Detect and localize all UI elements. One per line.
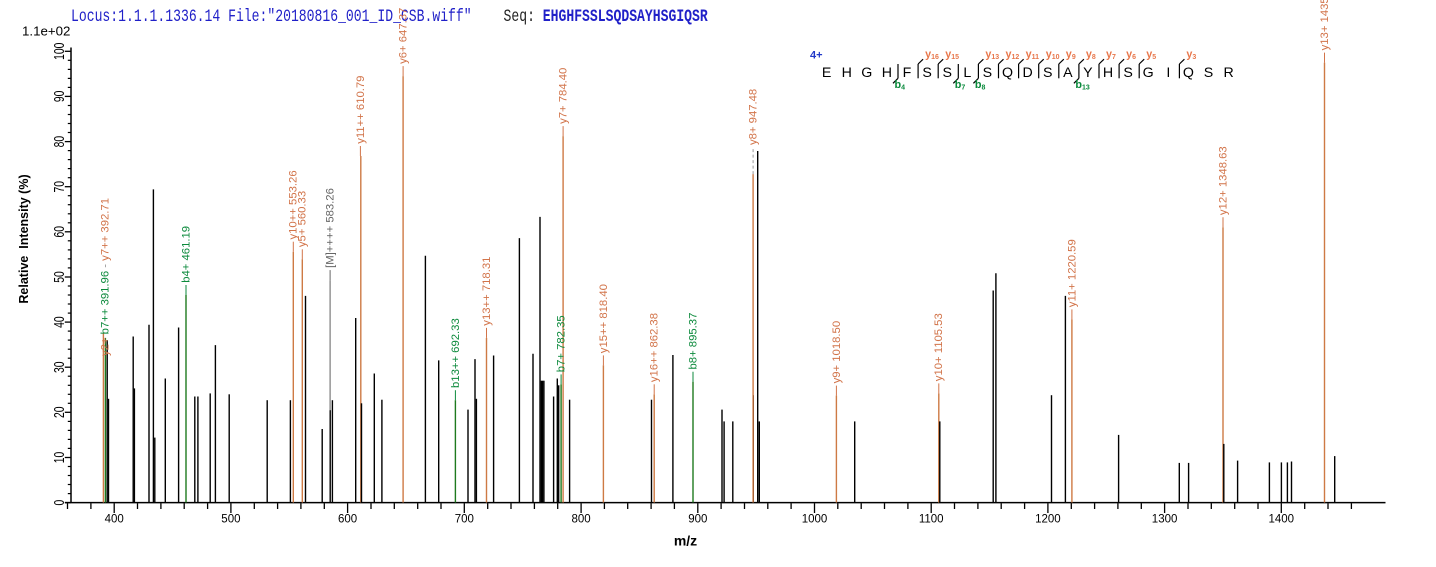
svg-text:D: D	[1022, 65, 1032, 81]
svg-text:F: F	[903, 65, 912, 81]
svg-text:H: H	[882, 65, 892, 81]
svg-text:y9: y9	[1066, 49, 1076, 62]
svg-text:y5+ 560.33: y5+ 560.33	[297, 191, 309, 247]
svg-text:800: 800	[572, 513, 591, 525]
svg-text:y3: y3	[1186, 49, 1196, 62]
svg-text:y12+ 1348.63: y12+ 1348.63	[1217, 146, 1229, 215]
svg-text:I: I	[1166, 65, 1170, 81]
svg-text:m/z: m/z	[674, 533, 697, 549]
svg-text:400: 400	[105, 513, 124, 525]
svg-text:1100: 1100	[919, 513, 944, 525]
svg-text:S: S	[1123, 65, 1132, 81]
svg-text:y10+ 1105.53: y10+ 1105.53	[933, 313, 945, 381]
svg-text:60: 60	[51, 226, 67, 238]
svg-text:S: S	[983, 65, 992, 81]
svg-text:H: H	[842, 65, 852, 81]
svg-text:b8: b8	[975, 79, 986, 92]
svg-text:0: 0	[51, 500, 67, 506]
svg-text:G: G	[1143, 65, 1154, 81]
svg-text:y11+ 1220.59: y11+ 1220.59	[1066, 239, 1078, 307]
svg-text:A: A	[1063, 65, 1073, 81]
svg-text:Seq: EHGHFSSLSQDSAYHSGIQSR: Seq: EHGHFSSLSQDSAYHSGIQSR	[504, 6, 709, 26]
svg-text:30: 30	[51, 361, 67, 373]
svg-text:G: G	[861, 65, 872, 81]
svg-text:b8+ 895.37: b8+ 895.37	[687, 313, 699, 370]
svg-text:S: S	[1043, 65, 1052, 81]
svg-text:y7: y7	[1106, 49, 1116, 62]
svg-text:700: 700	[455, 513, 474, 525]
svg-text:y2+ b7++ 391.96 - y7++ 392.71: y2+ b7++ 391.96 - y7++ 392.71	[100, 198, 112, 356]
svg-text:Q: Q	[1183, 65, 1194, 81]
svg-text:10: 10	[51, 452, 67, 464]
svg-text:E: E	[822, 65, 831, 81]
svg-text:1300: 1300	[1152, 513, 1178, 525]
svg-text:70: 70	[51, 181, 67, 193]
svg-text:y8: y8	[1086, 49, 1096, 62]
svg-text:S: S	[942, 65, 951, 81]
svg-text:90: 90	[51, 91, 67, 103]
svg-text:b7: b7	[955, 79, 966, 92]
svg-text:1000: 1000	[802, 513, 828, 525]
svg-text:600: 600	[338, 513, 357, 525]
svg-text:1.1e+02: 1.1e+02	[22, 24, 70, 39]
svg-text:[M]++++ 583.26: [M]++++ 583.26	[325, 188, 337, 268]
svg-text:900: 900	[688, 513, 707, 525]
svg-text:b4: b4	[895, 79, 906, 92]
svg-text:S: S	[1204, 65, 1213, 81]
svg-text:y11++ 610.79: y11++ 610.79	[355, 76, 367, 144]
svg-text:Q: Q	[1002, 65, 1013, 81]
svg-text:y13++ 718.31: y13++ 718.31	[481, 257, 493, 326]
svg-text:y10++ 553.26: y10++ 553.26	[288, 170, 300, 239]
svg-text:b4+ 461.19: b4+ 461.19	[180, 226, 192, 283]
svg-text:40: 40	[51, 316, 67, 328]
svg-text:y6: y6	[1126, 49, 1136, 62]
svg-text:y5: y5	[1146, 49, 1156, 62]
svg-text:y8+ 947.48: y8+ 947.48	[747, 89, 759, 145]
svg-text:y13+ 1435.77: y13+ 1435.77	[1319, 0, 1331, 50]
svg-text:100: 100	[51, 43, 67, 60]
svg-text:y9+ 1018.50: y9+ 1018.50	[831, 321, 843, 384]
svg-text:4+: 4+	[810, 50, 823, 62]
svg-text:R: R	[1223, 65, 1233, 81]
svg-text:1200: 1200	[1035, 513, 1061, 525]
svg-text:50: 50	[51, 271, 67, 283]
svg-text:80: 80	[51, 136, 67, 148]
svg-text:Y: Y	[1083, 65, 1093, 81]
svg-text:20: 20	[51, 407, 67, 419]
svg-text:y6+ 647.37: y6+ 647.37	[398, 8, 410, 64]
svg-text:Locus:1.1.1.1336.14 File:"2018: Locus:1.1.1.1336.14 File:"20180816_001_I…	[71, 6, 472, 26]
svg-text:Relative Intensity (%): Relative Intensity (%)	[17, 174, 31, 303]
svg-text:S: S	[922, 65, 931, 81]
svg-text:1400: 1400	[1269, 513, 1295, 525]
svg-text:y15++ 818.40: y15++ 818.40	[598, 284, 610, 353]
svg-text:b7+ 782.35: b7+ 782.35	[556, 315, 568, 372]
svg-text:y16++ 862.38: y16++ 862.38	[649, 313, 661, 382]
svg-text:H: H	[1103, 65, 1113, 81]
svg-text:L: L	[963, 65, 971, 81]
svg-text:500: 500	[221, 513, 240, 525]
svg-text:y7+ 784.40: y7+ 784.40	[558, 68, 570, 124]
svg-text:b13++ 692.33: b13++ 692.33	[450, 318, 462, 388]
